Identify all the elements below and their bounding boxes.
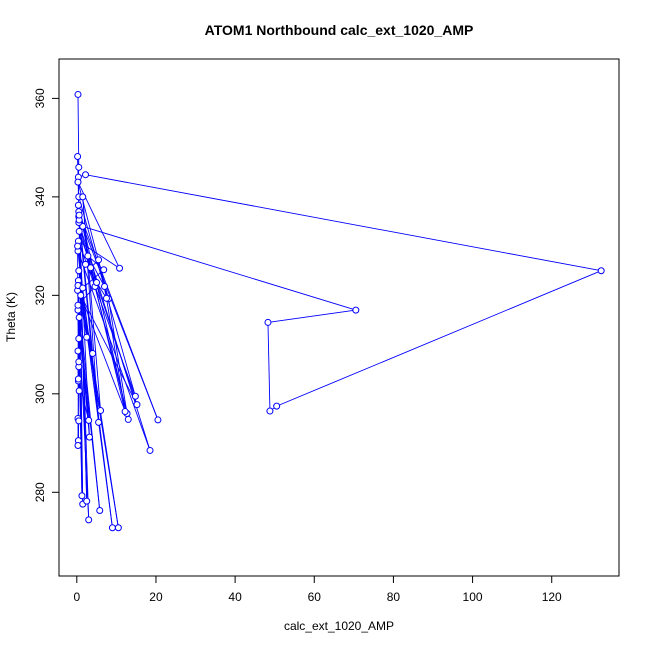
series-segment (267, 322, 271, 412)
data-point (89, 349, 97, 357)
y-tick-label: 360 (33, 88, 47, 108)
y-tick-label: 300 (33, 383, 47, 403)
series-segment (78, 317, 90, 421)
data-point (74, 90, 82, 98)
data-point (83, 333, 91, 341)
data-point (87, 264, 95, 272)
y-axis: 280 300 320 340 360 (33, 88, 60, 502)
data-point (82, 171, 90, 179)
data-point (74, 442, 82, 450)
data-point (75, 211, 83, 219)
data-point (74, 347, 82, 355)
data-point (84, 252, 92, 260)
data-point (85, 433, 93, 441)
data-series (74, 90, 605, 532)
data-point (95, 418, 103, 426)
data-point (82, 260, 90, 268)
data-point (101, 282, 109, 290)
chart-title: ATOM1 Northbound calc_ext_1020_AMP (205, 22, 474, 38)
data-point (352, 306, 360, 314)
data-point (79, 193, 87, 201)
data-point (75, 387, 83, 395)
series-segment (85, 174, 602, 272)
data-point (96, 507, 104, 515)
data-point (75, 314, 83, 321)
data-point (74, 178, 82, 186)
y-tick-label: 280 (33, 482, 47, 502)
series-segment (82, 225, 356, 311)
data-point (75, 227, 83, 235)
data-point (266, 407, 274, 415)
series-segment (78, 211, 159, 421)
data-point (133, 401, 141, 409)
y-tick-label: 320 (33, 285, 47, 305)
data-point (74, 375, 82, 383)
series-segment (87, 255, 105, 287)
series-segment (78, 231, 138, 405)
series-segment (104, 286, 126, 412)
data-point (124, 415, 132, 423)
series-segment (82, 196, 102, 411)
data-point (108, 524, 116, 532)
data-point (75, 417, 83, 425)
y-axis-label: Theta (K) (4, 292, 18, 342)
data-point (273, 402, 281, 410)
series-segment (80, 295, 138, 405)
data-point (75, 267, 83, 275)
data-point (77, 291, 85, 299)
data-point (75, 358, 83, 366)
x-axis-label: calc_ext_1020_AMP (284, 619, 394, 633)
data-point (131, 392, 139, 400)
series-segment (77, 290, 101, 511)
x-tick-label: 80 (387, 590, 401, 604)
x-tick-label: 40 (228, 590, 242, 604)
y-tick-label: 340 (33, 187, 47, 207)
series-segment (77, 378, 90, 421)
data-point (74, 201, 82, 209)
data-point (102, 294, 110, 302)
data-point (93, 279, 101, 287)
x-tick-label: 20 (149, 590, 163, 604)
series-segment (276, 270, 602, 407)
plot-frame (58, 58, 620, 577)
x-tick-label: 0 (73, 590, 80, 604)
data-point (78, 492, 86, 500)
series-segment (98, 259, 107, 299)
data-point (74, 301, 82, 309)
data-point (85, 516, 93, 524)
x-axis: 0 20 40 60 80 100 120 (73, 575, 562, 604)
data-point (116, 264, 124, 272)
data-point (264, 318, 272, 326)
data-point (154, 416, 162, 424)
data-point (83, 497, 91, 505)
data-point (74, 242, 82, 250)
series-segment (78, 216, 100, 423)
data-point (100, 266, 108, 274)
x-tick-label: 100 (463, 590, 483, 604)
data-point (121, 408, 129, 416)
series-segment (78, 240, 120, 269)
series-segment (267, 309, 356, 323)
data-point (79, 284, 87, 292)
data-point (95, 256, 103, 264)
series-segment (77, 205, 129, 420)
x-tick-label: 120 (542, 590, 562, 604)
data-point (597, 267, 605, 275)
x-tick-label: 60 (308, 590, 322, 604)
series-segment (78, 215, 94, 354)
data-point (75, 163, 83, 171)
data-point (146, 446, 154, 454)
data-point (114, 524, 122, 532)
data-point (74, 152, 82, 160)
data-point (85, 416, 93, 424)
series-segment (90, 267, 126, 412)
data-point (75, 335, 83, 343)
series-segment (108, 298, 128, 414)
data-point (97, 407, 105, 415)
